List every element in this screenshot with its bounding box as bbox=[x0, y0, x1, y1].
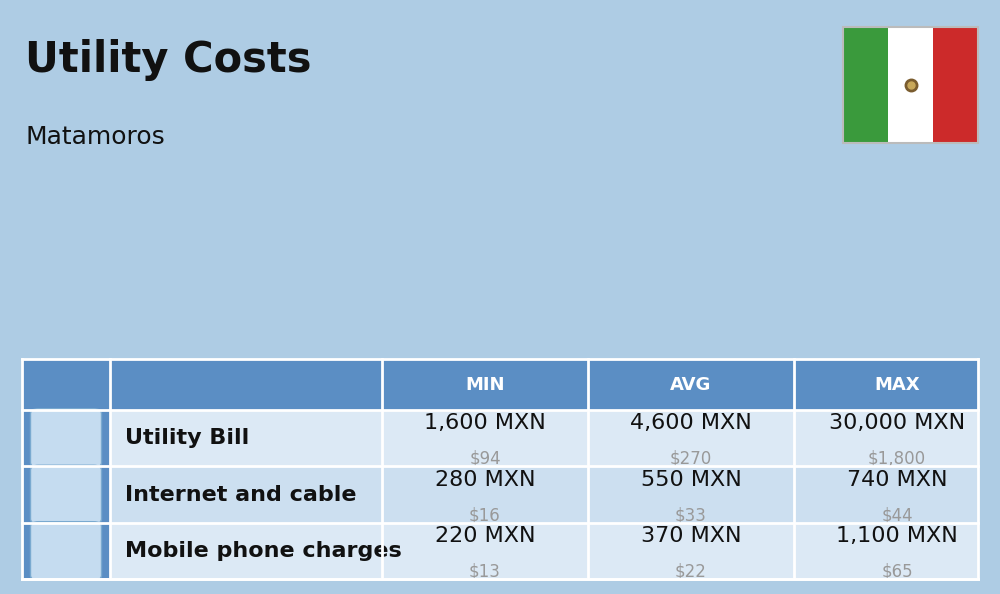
FancyBboxPatch shape bbox=[31, 465, 102, 524]
Text: $1,800: $1,800 bbox=[868, 450, 926, 468]
Text: $22: $22 bbox=[675, 563, 707, 581]
Bar bbox=[22, 466, 978, 523]
Text: Mobile phone charges: Mobile phone charges bbox=[125, 541, 402, 561]
Text: $33: $33 bbox=[675, 506, 707, 525]
Text: $13: $13 bbox=[469, 563, 501, 581]
Text: Matamoros: Matamoros bbox=[25, 125, 165, 148]
Text: $94: $94 bbox=[469, 450, 501, 468]
Text: 740 MXN: 740 MXN bbox=[847, 470, 947, 489]
Text: MAX: MAX bbox=[874, 375, 920, 394]
Text: $16: $16 bbox=[469, 506, 501, 525]
Text: $270: $270 bbox=[670, 450, 712, 468]
Text: 4,600 MXN: 4,600 MXN bbox=[630, 413, 752, 433]
Bar bbox=[22, 410, 110, 466]
Text: $44: $44 bbox=[881, 506, 913, 525]
Text: 280 MXN: 280 MXN bbox=[435, 470, 535, 489]
Text: MIN: MIN bbox=[465, 375, 505, 394]
Text: 30,000 MXN: 30,000 MXN bbox=[829, 413, 965, 433]
Bar bbox=[22, 359, 978, 410]
Text: AVG: AVG bbox=[670, 375, 712, 394]
Bar bbox=[22, 410, 978, 466]
Text: 550 MXN: 550 MXN bbox=[641, 470, 741, 489]
Text: Utility Bill: Utility Bill bbox=[125, 428, 249, 448]
Text: $65: $65 bbox=[881, 563, 913, 581]
Bar bbox=[22, 523, 110, 579]
Text: 220 MXN: 220 MXN bbox=[435, 526, 535, 546]
FancyBboxPatch shape bbox=[31, 522, 102, 580]
Text: 370 MXN: 370 MXN bbox=[641, 526, 741, 546]
Text: Utility Costs: Utility Costs bbox=[25, 39, 312, 81]
Text: Internet and cable: Internet and cable bbox=[125, 485, 356, 504]
FancyBboxPatch shape bbox=[31, 409, 102, 467]
Bar bbox=[22, 466, 110, 523]
Text: 1,600 MXN: 1,600 MXN bbox=[424, 413, 546, 433]
Text: 1,100 MXN: 1,100 MXN bbox=[836, 526, 958, 546]
Bar bbox=[933, 27, 978, 143]
FancyBboxPatch shape bbox=[843, 27, 978, 143]
Bar bbox=[843, 27, 888, 143]
Bar bbox=[22, 523, 978, 579]
